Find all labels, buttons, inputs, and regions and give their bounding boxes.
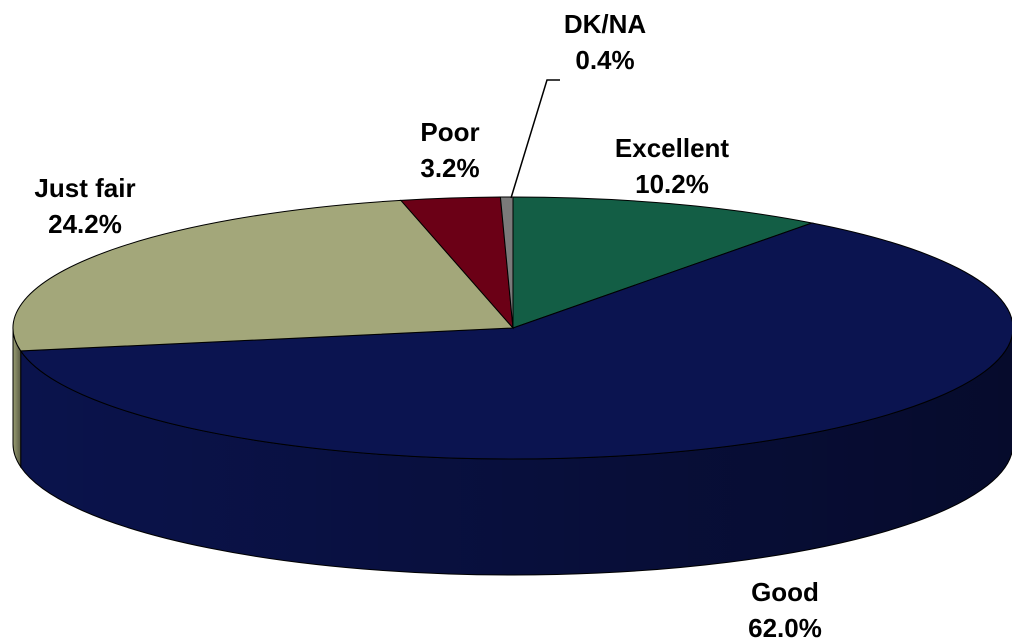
slice-value-label: 62.0% xyxy=(748,613,822,643)
leader-line xyxy=(510,79,560,199)
slice-label: DK/NA xyxy=(564,9,647,39)
pie-slice xyxy=(499,196,514,329)
pie-side-shade xyxy=(20,335,1012,575)
pie-slice xyxy=(512,196,814,329)
pie-slice xyxy=(19,222,1012,460)
slice-label: Poor xyxy=(420,117,479,147)
slice-value-label: 0.4% xyxy=(575,45,634,75)
pie-side-shade xyxy=(13,328,21,467)
slice-value-label: 10.2% xyxy=(635,169,709,199)
slice-label: Just fair xyxy=(34,173,135,203)
pie-slice xyxy=(12,199,515,352)
slice-label: Excellent xyxy=(615,133,730,163)
slice-value-label: 3.2% xyxy=(420,153,479,183)
slice-value-label: 24.2% xyxy=(48,209,122,239)
labels: Excellent 10.2% Good 62.0% Just fair 24.2% Poo… xyxy=(34,9,821,643)
pie-tops xyxy=(12,196,1012,460)
slice-label: Good xyxy=(751,577,819,607)
